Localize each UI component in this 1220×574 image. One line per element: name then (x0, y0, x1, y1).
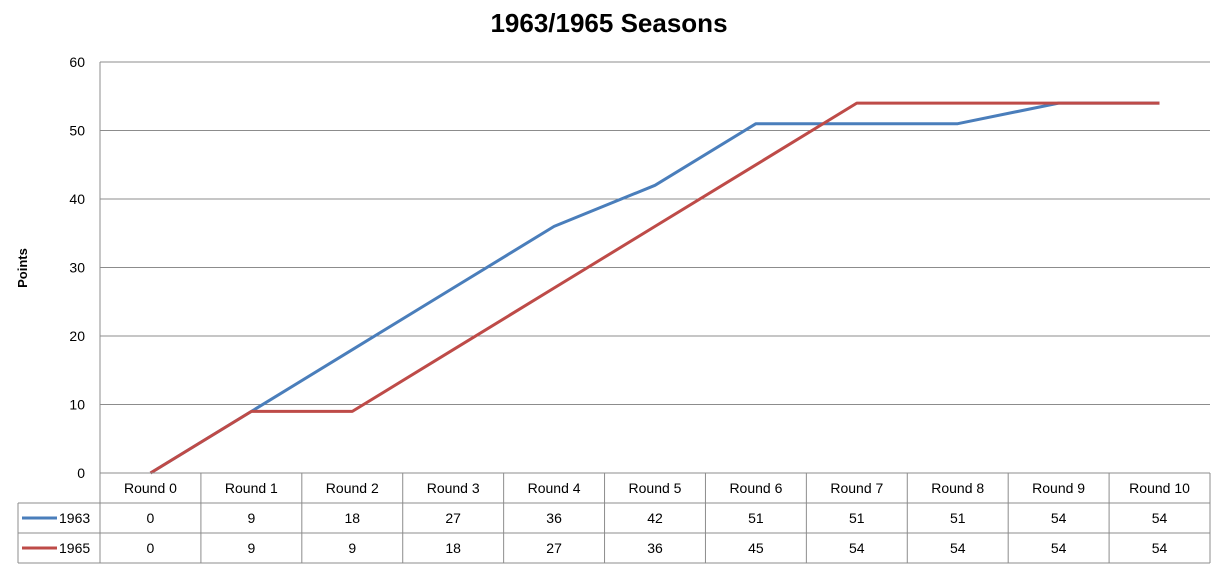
legend-label: 1963 (59, 510, 90, 526)
gridlines (99, 61, 1210, 474)
y-tick-label: 30 (69, 260, 85, 276)
legend-label: 1965 (59, 540, 90, 556)
y-axis-label: Points (15, 248, 30, 288)
data-label: 18 (344, 510, 360, 526)
y-tick-label: 40 (69, 191, 85, 207)
series-lines (149, 101, 1160, 475)
data-label: 0 (147, 510, 155, 526)
y-tick-label: 10 (69, 397, 85, 413)
x-category-label: Round 2 (326, 480, 379, 496)
data-label: 9 (247, 510, 255, 526)
x-category-label: Round 3 (427, 480, 480, 496)
x-category-label: Round 7 (830, 480, 883, 496)
y-tick-label: 50 (69, 123, 85, 139)
x-category-label: Round 0 (124, 480, 177, 496)
x-category-label: Round 4 (528, 480, 581, 496)
data-label: 54 (849, 540, 865, 556)
chart-title: 1963/1965 Seasons (490, 8, 727, 38)
data-label: 0 (147, 540, 155, 556)
data-label: 27 (546, 540, 562, 556)
data-label: 36 (647, 540, 663, 556)
data-label: 54 (950, 540, 966, 556)
data-label: 54 (1051, 510, 1067, 526)
data-label: 9 (348, 540, 356, 556)
data-label: 45 (748, 540, 764, 556)
data-label: 27 (445, 510, 461, 526)
y-tick-label: 0 (77, 465, 85, 481)
data-label: 42 (647, 510, 663, 526)
series-line-1963 (149, 101, 1160, 475)
data-label: 54 (1152, 540, 1168, 556)
x-category-label: Round 6 (729, 480, 782, 496)
data-label: 36 (546, 510, 562, 526)
data-label: 9 (247, 540, 255, 556)
data-label: 51 (849, 510, 865, 526)
series-line-1965 (149, 101, 1160, 475)
data-table: Round 0 Round 1 Round 2 Round 3 Round 4 Round… (17, 472, 1211, 564)
x-category-label: Round 8 (931, 480, 984, 496)
x-category-label: Round 10 (1129, 480, 1190, 496)
data-label: 51 (748, 510, 764, 526)
data-label: 18 (445, 540, 461, 556)
data-label: 51 (950, 510, 966, 526)
y-axis-ticks: 0 10 20 30 40 50 60 (69, 54, 85, 481)
x-category-label: Round 1 (225, 480, 278, 496)
x-category-label: Round 9 (1032, 480, 1085, 496)
y-tick-label: 20 (69, 328, 85, 344)
x-category-label: Round 5 (629, 480, 682, 496)
data-label: 54 (1152, 510, 1168, 526)
y-tick-label: 60 (69, 54, 85, 70)
data-label: 54 (1051, 540, 1067, 556)
